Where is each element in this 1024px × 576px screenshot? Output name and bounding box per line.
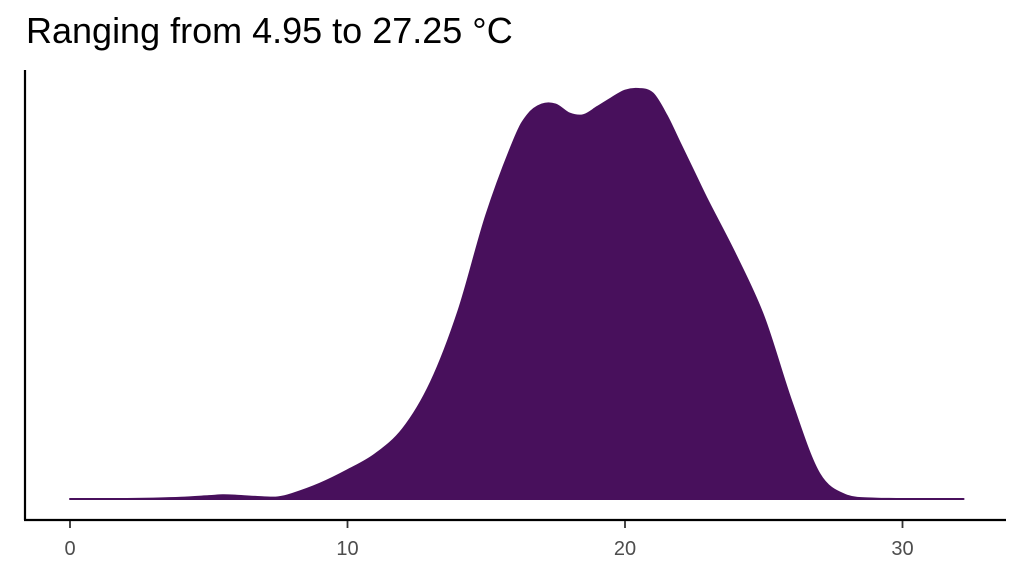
x-tick-label: 20 bbox=[614, 538, 636, 560]
x-tick-label: 10 bbox=[336, 538, 358, 560]
plot-area bbox=[69, 87, 965, 500]
x-tick-label: 0 bbox=[64, 538, 75, 560]
density-area bbox=[69, 87, 965, 500]
chart-title: Ranging from 4.95 to 27.25 °C bbox=[26, 10, 513, 51]
x-axis-ticks: 0 10 20 30 bbox=[64, 521, 914, 560]
x-tick-label: 30 bbox=[891, 538, 913, 560]
